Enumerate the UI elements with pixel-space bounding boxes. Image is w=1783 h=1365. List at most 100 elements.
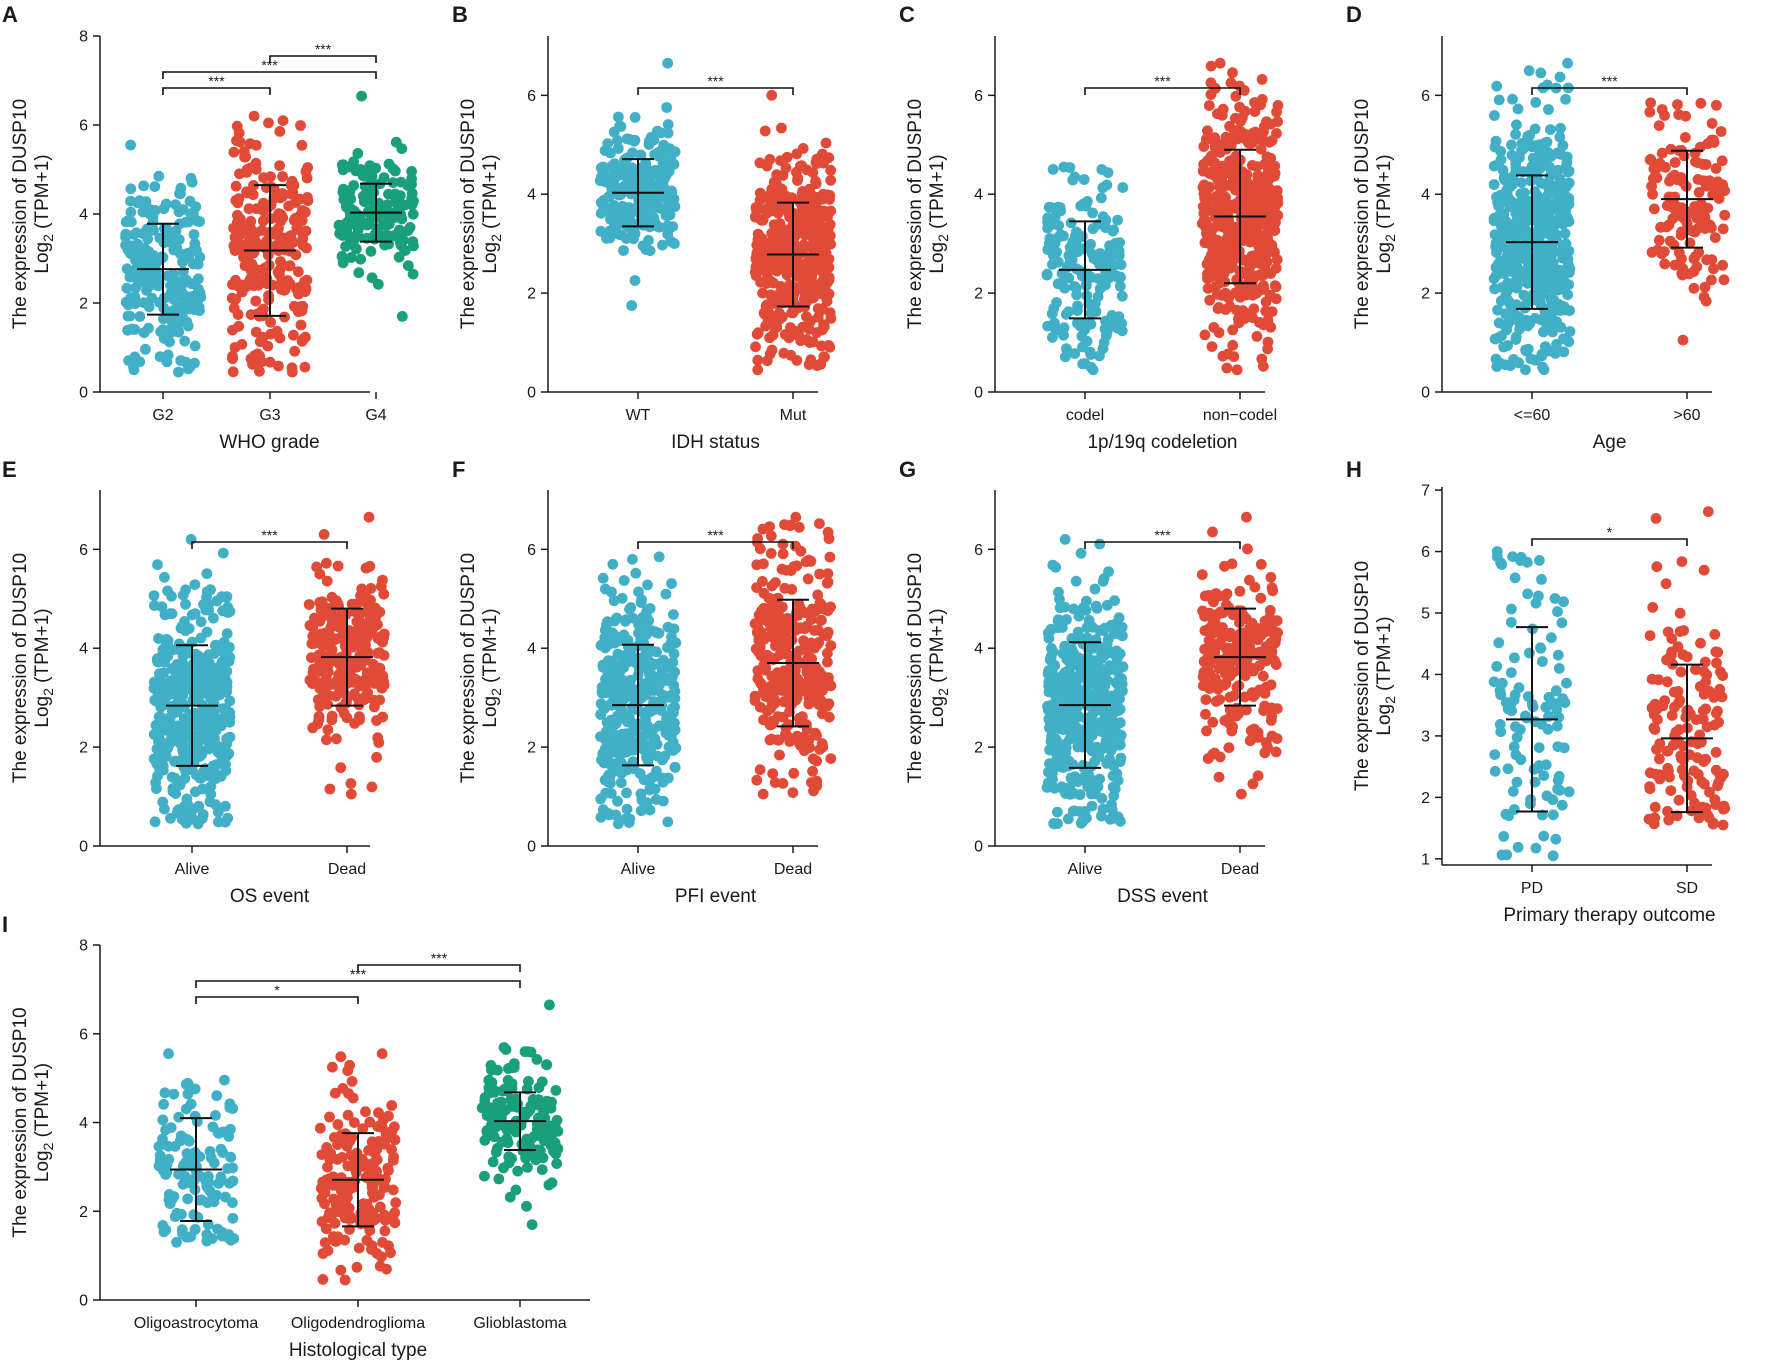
- data-point: [1255, 269, 1266, 280]
- data-point: [1552, 741, 1564, 752]
- data-point: [1510, 128, 1521, 140]
- data-point: [807, 167, 819, 179]
- data-point: [1047, 773, 1058, 785]
- data-point: [1706, 118, 1718, 129]
- data-point: [372, 647, 383, 659]
- data-point: [1496, 677, 1508, 689]
- data-point: [1669, 157, 1681, 168]
- data-point: [798, 241, 809, 253]
- data-point: [120, 231, 131, 243]
- data-point: [1242, 543, 1253, 555]
- data-point: [772, 592, 784, 604]
- data-point: [1046, 308, 1058, 320]
- data-point: [1644, 630, 1656, 641]
- data-point: [757, 788, 769, 800]
- data-point: [1495, 189, 1506, 201]
- data-point: [165, 287, 177, 299]
- data-point: [1225, 220, 1237, 232]
- data-point: [1701, 180, 1712, 192]
- data-point: [152, 770, 163, 782]
- data-point: [408, 240, 419, 252]
- data-point: [621, 803, 633, 815]
- data-point: [1101, 330, 1112, 341]
- data-point: [187, 207, 199, 219]
- data-point: [764, 154, 776, 165]
- data-point: [763, 651, 775, 662]
- data-point: [660, 588, 672, 600]
- data-point: [248, 180, 259, 191]
- data-point: [180, 276, 192, 288]
- data-point: [776, 230, 787, 241]
- y-title-line2: Log2 (TPM+1): [1374, 154, 1398, 273]
- data-point: [228, 146, 240, 158]
- data-point: [614, 689, 626, 700]
- data-point: [177, 305, 189, 317]
- data-point: [799, 622, 810, 634]
- data-point: [620, 614, 632, 625]
- data-point: [648, 733, 659, 745]
- data-point: [371, 751, 382, 763]
- data-point: [806, 684, 818, 696]
- data-point: [1493, 637, 1505, 649]
- data-point: [1559, 697, 1571, 708]
- data-point: [639, 198, 651, 210]
- data-point: [383, 214, 394, 226]
- data-point: [809, 280, 821, 291]
- data-point: [173, 366, 184, 378]
- data-point: [236, 339, 248, 350]
- data-point: [394, 237, 406, 248]
- data-point: [778, 296, 790, 308]
- data-point: [1202, 272, 1214, 284]
- data-point: [271, 325, 283, 337]
- data-point: [365, 245, 377, 257]
- data-point: [1204, 607, 1215, 619]
- data-point: [1496, 330, 1507, 342]
- significance-label: ***: [261, 527, 278, 543]
- data-point: [1103, 566, 1114, 578]
- y-tick-label: 6: [974, 542, 983, 559]
- data-point: [665, 151, 677, 163]
- data-point: [166, 326, 178, 338]
- y-tick-label: 4: [79, 641, 88, 658]
- data-point: [1701, 254, 1713, 266]
- data-point: [1085, 318, 1097, 330]
- data-point: [1228, 153, 1240, 165]
- data-point: [201, 626, 213, 638]
- significance-label: ***: [261, 57, 278, 73]
- y-title-line1: The expression of DUSP10: [10, 553, 31, 783]
- data-point: [254, 365, 265, 377]
- data-point: [1258, 283, 1270, 295]
- data-point: [262, 340, 274, 352]
- y-title-line2: Log2 (TPM+1): [480, 154, 504, 273]
- data-point: [1512, 103, 1524, 115]
- data-point: [140, 196, 152, 208]
- data-point: [663, 661, 674, 672]
- data-point: [188, 747, 199, 759]
- data-point: [769, 777, 781, 788]
- data-point: [1556, 617, 1568, 629]
- data-point: [1656, 104, 1668, 115]
- data-point: [1675, 666, 1687, 678]
- data-point: [635, 149, 647, 161]
- data-point: [1665, 785, 1677, 796]
- data-point: [780, 195, 792, 207]
- data-point: [292, 266, 304, 278]
- data-point: [125, 183, 137, 195]
- data-point: [1252, 649, 1264, 661]
- y-title-line2: Log2 (TPM+1): [927, 608, 951, 727]
- data-point: [775, 155, 786, 167]
- data-point: [189, 304, 201, 316]
- data-point: [1659, 258, 1671, 270]
- data-point: [128, 364, 140, 376]
- data-point: [1500, 290, 1512, 302]
- data-point: [1203, 680, 1214, 691]
- data-point: [181, 316, 193, 328]
- data-point: [1524, 229, 1535, 241]
- data-point: [1270, 217, 1281, 228]
- data-point: [758, 634, 770, 645]
- data-point: [134, 356, 146, 368]
- data-point: [1072, 246, 1083, 258]
- data-point: [642, 579, 653, 591]
- data-point: [258, 205, 270, 217]
